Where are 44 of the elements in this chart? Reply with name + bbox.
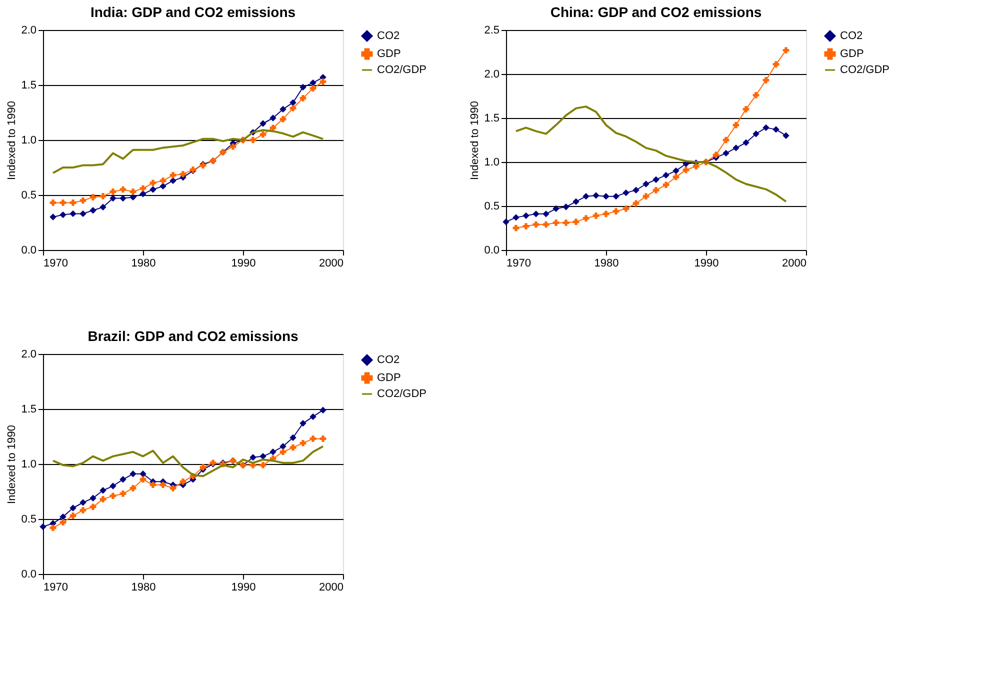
legend-label: GDP bbox=[377, 372, 401, 384]
y-tick-label: 2.0 bbox=[21, 24, 36, 36]
y-tick-label: 0.0 bbox=[21, 244, 36, 256]
x-tick-label: 2000 bbox=[319, 258, 344, 270]
y-tick-label: 1.0 bbox=[21, 458, 36, 470]
chart-title: India: GDP and CO2 emissions bbox=[90, 4, 296, 20]
y-tick-label: 2.0 bbox=[21, 348, 36, 360]
y-axis-title: Indexed to 1990 bbox=[469, 101, 482, 180]
legend-label: GDP bbox=[840, 48, 864, 60]
y-tick-label: 2.0 bbox=[484, 68, 500, 80]
x-tick-label: 1990 bbox=[694, 258, 719, 270]
x-tick-label: 1970 bbox=[44, 582, 68, 594]
y-axis-title: Indexed to 1990 bbox=[6, 101, 18, 180]
x-tick-label: 1980 bbox=[131, 582, 156, 594]
y-tick-label: 1.0 bbox=[21, 134, 36, 146]
y-tick-label: 1.5 bbox=[21, 80, 36, 92]
chart-title: Brazil: GDP and CO2 emissions bbox=[88, 328, 298, 344]
y-tick-label: 0.5 bbox=[484, 200, 500, 212]
y-tick-label: 0.0 bbox=[484, 244, 500, 256]
x-tick-label: 1980 bbox=[594, 258, 619, 270]
x-tick-label: 1980 bbox=[131, 258, 156, 270]
y-tick-label: 2.5 bbox=[484, 24, 500, 36]
y-tick-label: 0.5 bbox=[21, 190, 36, 202]
legend-label: CO2 bbox=[377, 30, 400, 42]
x-tick-label: 1970 bbox=[44, 258, 68, 270]
line-series bbox=[515, 106, 787, 203]
legend-label: CO2/GDP bbox=[377, 388, 427, 400]
x-tick-label: 2000 bbox=[319, 582, 344, 594]
legend-label: CO2 bbox=[377, 354, 400, 366]
x-tick-label: 2000 bbox=[782, 258, 806, 270]
y-tick-label: 1.0 bbox=[484, 156, 500, 168]
x-tick-label: 1990 bbox=[231, 582, 256, 594]
legend-label: CO2/GDP bbox=[840, 64, 890, 76]
y-tick-label: 1.5 bbox=[21, 404, 36, 416]
y-tick-label: 0.5 bbox=[21, 514, 36, 526]
legend-label: CO2/GDP bbox=[377, 64, 427, 76]
legend-label: GDP bbox=[377, 48, 401, 60]
legend-label: CO2 bbox=[840, 30, 863, 42]
y-tick-label: 0.0 bbox=[21, 568, 36, 580]
chart-title: China: GDP and CO2 emissions bbox=[550, 4, 762, 20]
x-tick-label: 1990 bbox=[231, 258, 256, 270]
y-axis-title: Indexed to 1990 bbox=[6, 425, 18, 504]
x-tick-label: 1970 bbox=[506, 258, 531, 270]
y-tick-label: 1.5 bbox=[484, 112, 500, 124]
